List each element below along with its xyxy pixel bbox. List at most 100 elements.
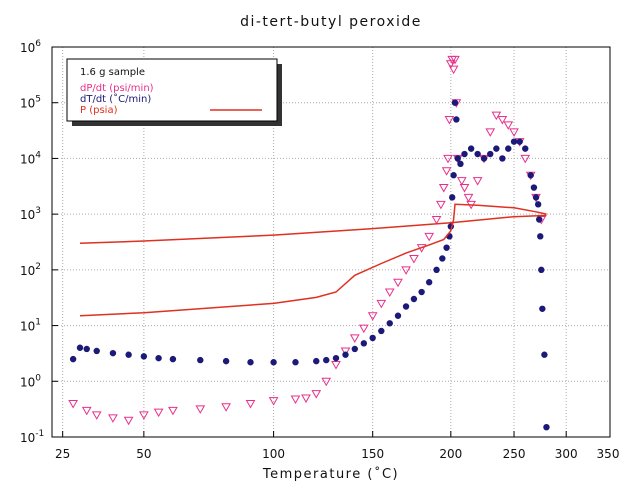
plot-frame: [51, 46, 611, 438]
data-point: [93, 347, 100, 355]
legend: 1.6 g sample dP/dt (psi/min)dT/dt (˚C/mi…: [66, 58, 282, 126]
y-tick-exponent: 3: [35, 206, 41, 216]
data-point: [409, 254, 419, 264]
data-point: [425, 279, 433, 286]
legend-title: 1.6 g sample: [80, 67, 145, 78]
x-axis-label: Temperature (˚C): [262, 466, 399, 482]
data-point: [536, 216, 543, 223]
data-point: [443, 154, 453, 164]
p-line: [79, 203, 547, 317]
data-point: [534, 201, 542, 208]
x-tick-label: 300: [555, 447, 578, 461]
data-point: [247, 359, 254, 366]
y-tick-label: 102: [20, 262, 41, 278]
data-point: [441, 167, 452, 176]
p-line: [79, 214, 547, 245]
data-point: [487, 150, 494, 158]
data-point: [461, 150, 468, 158]
x-tick-label: 50: [136, 447, 151, 461]
y-tick-exponent: 2: [35, 262, 41, 272]
data-point: [360, 340, 368, 347]
data-point: [69, 355, 77, 363]
data-point: [313, 357, 320, 365]
y-tick-exponent: 1: [35, 318, 41, 328]
data-point: [467, 145, 475, 152]
y-tick-base: 10: [20, 375, 35, 389]
data-point: [474, 150, 481, 158]
y-tick-base: 10: [20, 208, 35, 222]
y-tick-base: 10: [20, 264, 35, 278]
data-point: [453, 116, 460, 123]
data-point: [527, 172, 534, 179]
data-point: [349, 334, 360, 343]
data-point: [109, 349, 117, 357]
y-tick-base: 10: [20, 431, 35, 445]
y-tick-base: 10: [20, 152, 35, 166]
data-point: [76, 344, 84, 351]
data-point: [221, 403, 231, 412]
data-point: [301, 394, 311, 404]
data-point: [155, 354, 162, 362]
data-point: [450, 55, 460, 65]
data-point: [386, 320, 393, 327]
data-point: [321, 377, 332, 387]
x-tick-label: 150: [361, 447, 384, 461]
data-point: [433, 266, 440, 274]
data-point: [520, 154, 531, 164]
data-point: [438, 184, 449, 193]
data-point: [480, 155, 488, 162]
data-point: [454, 155, 461, 162]
x-tick-label: 25: [55, 447, 70, 461]
x-tick-label: 200: [439, 447, 462, 461]
data-point: [222, 357, 230, 365]
data-point: [424, 232, 435, 242]
data-point: [499, 155, 506, 162]
data-point: [83, 345, 90, 353]
y-tick-label: 100: [20, 373, 41, 389]
data-point: [402, 303, 410, 310]
y-tick-label: 10-1: [20, 429, 44, 445]
data-point: [463, 193, 474, 203]
data-point: [384, 288, 395, 298]
data-point: [394, 312, 402, 319]
y-tick-label: 103: [20, 206, 41, 222]
chart-title: di-tert-butyl peroxide: [240, 14, 422, 30]
data-point: [169, 355, 177, 363]
data-point: [497, 115, 508, 125]
data-point: [138, 411, 149, 420]
data-point: [516, 138, 523, 145]
data-point: [439, 255, 446, 262]
data-point: [290, 395, 301, 405]
legend-label: dT/dt (˚C/min): [80, 93, 151, 105]
data-point: [538, 266, 545, 274]
data-point: [532, 194, 540, 201]
data-point: [537, 233, 544, 240]
data-point: [378, 327, 385, 335]
data-point: [168, 406, 178, 416]
data-point: [81, 406, 92, 416]
y-tick-exponent: 6: [35, 39, 41, 49]
data-point: [140, 353, 148, 360]
data-point: [358, 324, 369, 334]
x-tick-label: 100: [262, 447, 285, 461]
data-point: [457, 160, 464, 168]
data-point: [543, 423, 550, 431]
data-point: [456, 177, 467, 186]
data-point: [509, 128, 519, 137]
data-point: [530, 184, 538, 191]
data-point: [331, 361, 341, 370]
data-point: [485, 128, 496, 137]
data-point: [541, 351, 548, 358]
data-point: [68, 399, 78, 409]
data-point: [108, 414, 118, 423]
marks: [68, 55, 550, 431]
y-tick-exponent: -1: [35, 429, 44, 439]
data-point: [410, 295, 418, 303]
grid: 25 50 100 150 200 250 300 35010-110010110210310…: [20, 39, 619, 461]
data-point: [444, 115, 455, 125]
data-point: [431, 216, 442, 225]
data-point: [195, 405, 206, 414]
y-tick-exponent: 0: [35, 373, 41, 383]
data-point: [449, 194, 456, 201]
